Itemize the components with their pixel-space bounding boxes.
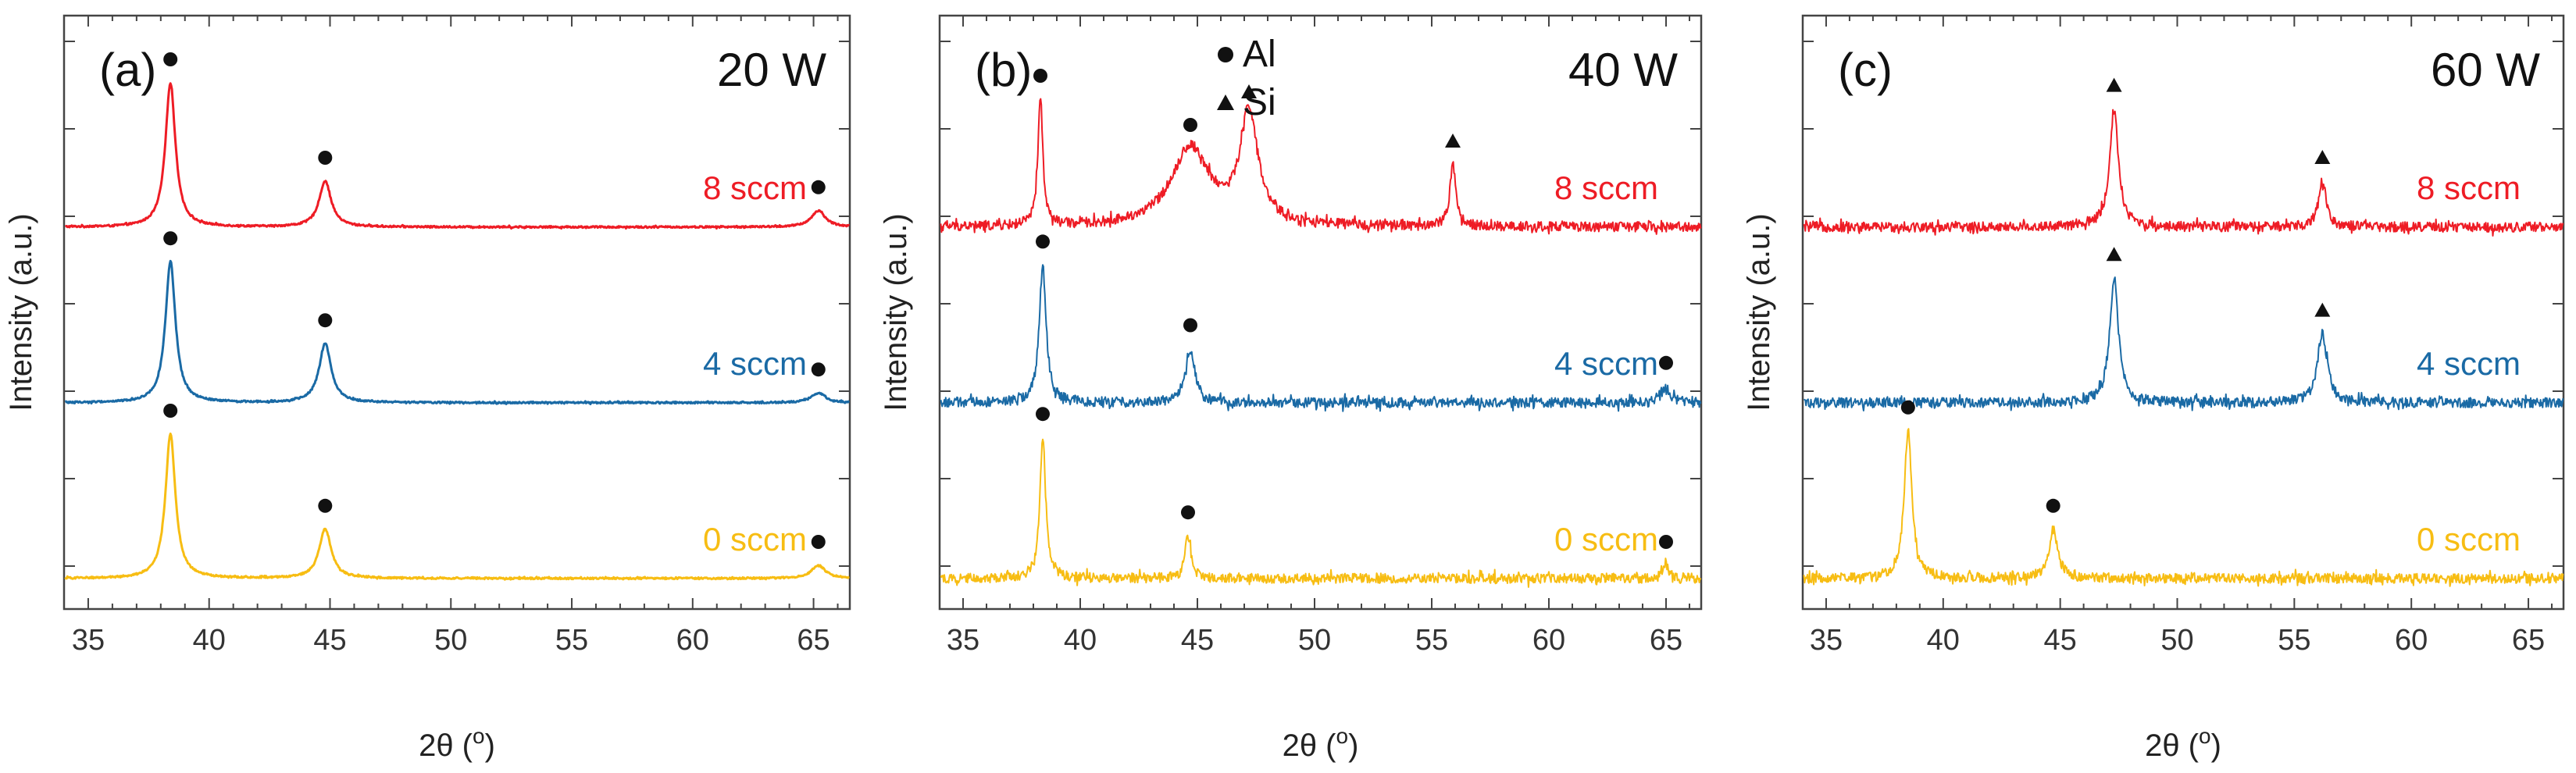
- series-line-0-sccm: [64, 433, 850, 581]
- series-label: 0 sccm: [703, 521, 807, 557]
- panel-label: (b): [975, 44, 1032, 96]
- series-line-4-sccm: [940, 264, 1702, 412]
- x-tick-label: 65: [2512, 624, 2545, 657]
- si-peak-marker: [2314, 302, 2331, 317]
- al-peak-marker: [1033, 69, 1047, 83]
- x-tick-label: 35: [947, 624, 979, 657]
- plot-frame: [1801, 14, 2565, 611]
- power-label: 60 W: [2431, 44, 2540, 96]
- plot-frame: [62, 14, 851, 611]
- x-tick-label: 40: [1064, 624, 1097, 657]
- si-peak-marker: [2314, 150, 2331, 164]
- al-peak-marker: [318, 151, 333, 165]
- series-label: 0 sccm: [1554, 521, 1658, 557]
- al-peak-marker: [163, 231, 178, 246]
- series-label: 0 sccm: [2417, 521, 2521, 557]
- x-tick-label: 40: [193, 624, 226, 657]
- x-tick-label: 60: [676, 624, 709, 657]
- x-tick-label: 35: [1810, 624, 1843, 657]
- panel-a: 35 40 45 50 55 60 65 2θ (o) Intensity (a.u.) (a) 2…: [4, 14, 851, 763]
- al-peak-marker: [811, 180, 826, 194]
- x-tick-label: 60: [2395, 624, 2428, 657]
- x-tick-label: 50: [2160, 624, 2193, 657]
- x-axis-title-suffix: ): [2211, 728, 2221, 763]
- si-peak-marker: [2106, 247, 2122, 262]
- x-axis-title-superscript: o: [1336, 724, 1349, 748]
- legend-label: Al: [1243, 34, 1276, 75]
- al-peak-marker: [163, 52, 178, 66]
- al-peak-marker: [1900, 400, 1915, 415]
- x-tick-label: 60: [1532, 624, 1565, 657]
- al-peak-marker: [1183, 118, 1197, 132]
- series-line-8-sccm: [940, 98, 1702, 235]
- al-peak-marker: [1183, 318, 1197, 333]
- al-peak-marker: [1036, 234, 1050, 249]
- series-line-0-sccm: [940, 438, 1702, 588]
- al-peak-marker: [811, 535, 826, 549]
- series-label: 4 sccm: [1554, 345, 1658, 382]
- x-axis-title-suffix: ): [485, 728, 495, 763]
- x-tick-label: 65: [1650, 624, 1682, 657]
- series-label: 8 sccm: [2417, 169, 2521, 206]
- al-peak-marker: [1659, 355, 1673, 370]
- legend-si-marker: [1217, 94, 1234, 110]
- series-line-0-sccm: [1803, 428, 2564, 587]
- series-label: 4 sccm: [703, 345, 807, 382]
- series-label: 8 sccm: [1554, 169, 1658, 206]
- al-peak-marker: [1181, 505, 1195, 520]
- legend: Al Si: [1217, 34, 1276, 123]
- x-tick-label: 50: [1298, 624, 1331, 657]
- al-peak-marker: [2046, 498, 2060, 513]
- x-tick-label: 55: [2278, 624, 2310, 657]
- x-axis-title: 2θ (o): [2145, 724, 2221, 763]
- series-label: 8 sccm: [703, 169, 807, 206]
- y-axis-title: Intensity (a.u.): [1742, 213, 1776, 411]
- al-peak-marker: [1036, 407, 1050, 422]
- si-peak-marker: [1445, 134, 1461, 148]
- series-line-8-sccm: [1803, 109, 2564, 237]
- x-axis-title-prefix: 2θ (: [1283, 728, 1337, 763]
- plot-frame: [938, 14, 1703, 611]
- si-peak-marker: [1241, 84, 1257, 98]
- x-tick-label: 45: [1181, 624, 1214, 657]
- x-axis-title-superscript: o: [473, 724, 485, 748]
- series-line-4-sccm: [1804, 276, 2564, 411]
- x-axis-title-prefix: 2θ (: [419, 728, 473, 763]
- power-label: 40 W: [1568, 44, 1678, 96]
- al-peak-marker: [811, 362, 826, 377]
- al-peak-marker: [318, 498, 333, 513]
- y-axis-title: Intensity (a.u.): [879, 213, 913, 411]
- legend-label: Si: [1243, 82, 1276, 123]
- panel-c: 35 40 45 50 55 60 65 2θ (o) Intensity (a.u.) (c) 6…: [1742, 14, 2565, 763]
- panel-b: 35 40 45 50 55 60 65 2θ (o) Intensity (a.u.) (b) 4…: [879, 14, 1703, 763]
- si-peak-marker: [2106, 77, 2122, 92]
- al-peak-marker: [1659, 535, 1673, 549]
- x-axis-title-suffix: ): [1348, 728, 1358, 763]
- x-tick-label: 45: [2044, 624, 2077, 657]
- legend-al-marker: [1218, 47, 1233, 62]
- al-peak-marker: [163, 404, 178, 418]
- panel-label: (c): [1838, 44, 1893, 96]
- x-tick-label: 40: [1927, 624, 1960, 657]
- al-peak-marker: [318, 313, 333, 328]
- x-tick-label: 50: [434, 624, 467, 657]
- series-line-4-sccm: [64, 259, 851, 405]
- x-tick-label: 55: [555, 624, 588, 657]
- x-tick-label: 35: [72, 624, 105, 657]
- panel-label: (a): [99, 44, 156, 96]
- x-tick-label: 45: [313, 624, 346, 657]
- series-line-8-sccm: [65, 82, 851, 230]
- x-tick-label: 65: [797, 624, 830, 657]
- x-tick-label: 55: [1415, 624, 1448, 657]
- series-label: 4 sccm: [2417, 345, 2521, 382]
- power-label: 20 W: [717, 44, 826, 96]
- x-axis-title: 2θ (o): [419, 724, 495, 763]
- y-axis-title: Intensity (a.u.): [4, 213, 38, 411]
- x-axis-title: 2θ (o): [1283, 724, 1359, 763]
- x-axis-title-prefix: 2θ (: [2145, 728, 2200, 763]
- x-axis-title-superscript: o: [2199, 724, 2211, 748]
